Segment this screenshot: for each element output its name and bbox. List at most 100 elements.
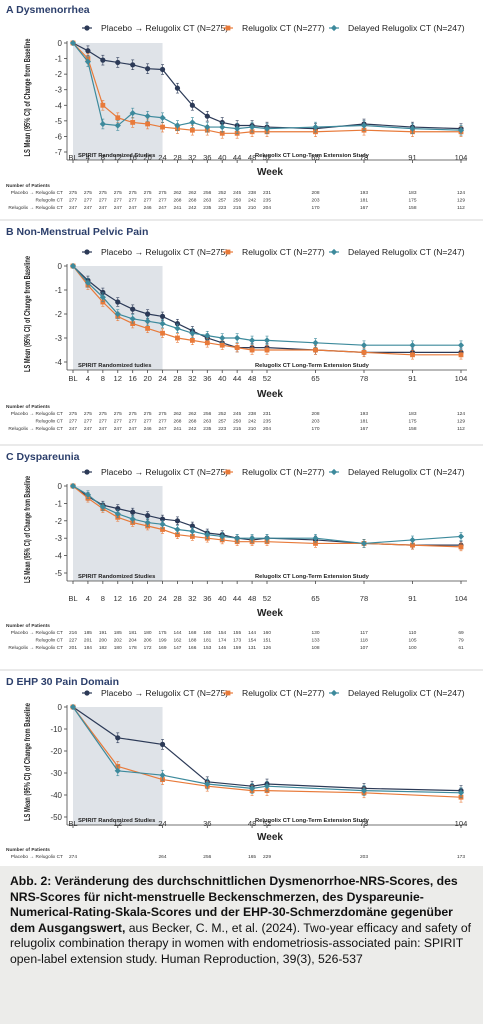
- patients-count: 231: [263, 190, 271, 196]
- patients-count: 275: [69, 411, 77, 417]
- data-point: [204, 340, 210, 346]
- patients-count: 79: [458, 638, 464, 644]
- patients-count: 275: [129, 411, 137, 417]
- data-point: [84, 491, 92, 498]
- patients-count: 274: [69, 854, 77, 860]
- x-tick-label: 48: [248, 594, 256, 603]
- data-point: [130, 509, 136, 515]
- patients-count: 129: [457, 198, 465, 204]
- y-tick-label: -6: [55, 132, 63, 141]
- chart-panel-3: C Dyspareunia Placebo → Relugolix CT (N=2…: [0, 451, 483, 671]
- patients-count: 159: [233, 645, 241, 651]
- patients-count: 175: [408, 419, 416, 425]
- patients-count: 200: [99, 638, 107, 644]
- patients-count: 235: [203, 205, 211, 211]
- patients-count: 183: [408, 190, 416, 196]
- x-tick-label: 52: [263, 594, 271, 603]
- patients-row-label: Placebo → Relugolix CT: [11, 630, 63, 636]
- patients-count: 154: [218, 630, 226, 636]
- extension-study-label: Relugolix CT Long-Term Extension Study: [255, 153, 370, 159]
- patients-count: 158: [408, 426, 416, 432]
- patients-count: 277: [159, 419, 167, 425]
- data-point: [263, 783, 271, 790]
- patients-count: 203: [311, 419, 319, 425]
- x-tick-label: 40: [218, 594, 226, 603]
- patients-count: 247: [99, 205, 107, 211]
- data-point: [458, 544, 464, 550]
- panel-title: B Non-Menstrual Pelvic Pain: [6, 226, 148, 238]
- data-point: [457, 533, 465, 540]
- patients-count: 181: [129, 630, 137, 636]
- patients-count: 182: [99, 645, 107, 651]
- patients-count: 162: [173, 638, 181, 644]
- patients-count: 208: [311, 411, 319, 417]
- x-axis-label: Week: [257, 167, 283, 178]
- data-point: [189, 338, 195, 343]
- patients-row-label: Relugolix → Relugolix CT: [8, 645, 63, 651]
- legend-label: Delayed Relugolix CT (N=247): [348, 247, 465, 257]
- patients-count: 257: [218, 198, 226, 204]
- x-tick-label: 8: [101, 594, 105, 603]
- patients-count: 262: [188, 411, 196, 417]
- patients-count: 247: [69, 205, 77, 211]
- data-point: [174, 325, 181, 332]
- x-tick-label: 36: [203, 819, 211, 828]
- data-point: [145, 311, 151, 317]
- x-tick-label: 40: [218, 153, 226, 162]
- data-point: [69, 39, 77, 47]
- patients-count: 155: [233, 630, 241, 636]
- patients-count: 193: [360, 190, 368, 196]
- data-point: [129, 315, 136, 322]
- data-point: [219, 123, 226, 131]
- randomized-study-label: SPIRIT Randomized Studies: [78, 818, 155, 824]
- y-tick-label: -4: [55, 552, 63, 561]
- patients-count: 277: [99, 419, 107, 425]
- x-tick-label: BL: [68, 374, 77, 383]
- x-tick-label: BL: [68, 819, 77, 828]
- legend-marker: [330, 468, 338, 476]
- y-tick-label: 0: [58, 39, 63, 48]
- data-point: [457, 127, 465, 134]
- patients-count: 117: [360, 630, 368, 636]
- data-point: [204, 113, 210, 119]
- data-point: [145, 66, 151, 72]
- patients-count: 203: [311, 198, 319, 204]
- patients-count: 245: [233, 411, 241, 417]
- patients-count: 264: [159, 854, 167, 860]
- data-point: [248, 785, 256, 792]
- patients-count: 181: [203, 638, 211, 644]
- patients-count: 277: [144, 419, 152, 425]
- y-tick-label: -5: [55, 117, 63, 126]
- y-tick-label: -4: [55, 358, 63, 367]
- patients-count: 167: [360, 205, 368, 211]
- x-tick-label: 4: [86, 594, 90, 603]
- patients-count: 203: [360, 854, 368, 860]
- patients-count: 277: [84, 419, 92, 425]
- patients-count: 235: [263, 198, 271, 204]
- patients-count: 184: [84, 645, 92, 651]
- patients-count: 238: [248, 411, 256, 417]
- data-point: [409, 536, 416, 544]
- panel-title: D EHP 30 Pain Domain: [6, 676, 119, 688]
- data-point: [360, 787, 368, 794]
- patients-count: 204: [263, 426, 271, 432]
- legend-marker: [225, 690, 231, 696]
- patients-count: 181: [360, 198, 368, 204]
- data-point: [174, 85, 181, 91]
- data-point: [204, 780, 211, 788]
- patients-count: 124: [457, 411, 465, 417]
- patients-count: 105: [408, 638, 416, 644]
- patients-count: 268: [173, 419, 181, 425]
- patients-count: 118: [360, 638, 368, 644]
- extension-study-label: Relugolix CT Long-Term Extension Study: [255, 818, 370, 824]
- patients-count: 160: [263, 630, 271, 636]
- x-tick-label: 104: [455, 153, 468, 162]
- x-tick-label: 36: [203, 153, 211, 162]
- patients-count: 181: [360, 419, 368, 425]
- patients-count: 61: [458, 645, 464, 651]
- data-point: [160, 527, 165, 532]
- patients-count: 241: [173, 426, 181, 432]
- legend-marker: [225, 469, 231, 475]
- legend-marker: [84, 249, 90, 255]
- data-point: [100, 57, 106, 63]
